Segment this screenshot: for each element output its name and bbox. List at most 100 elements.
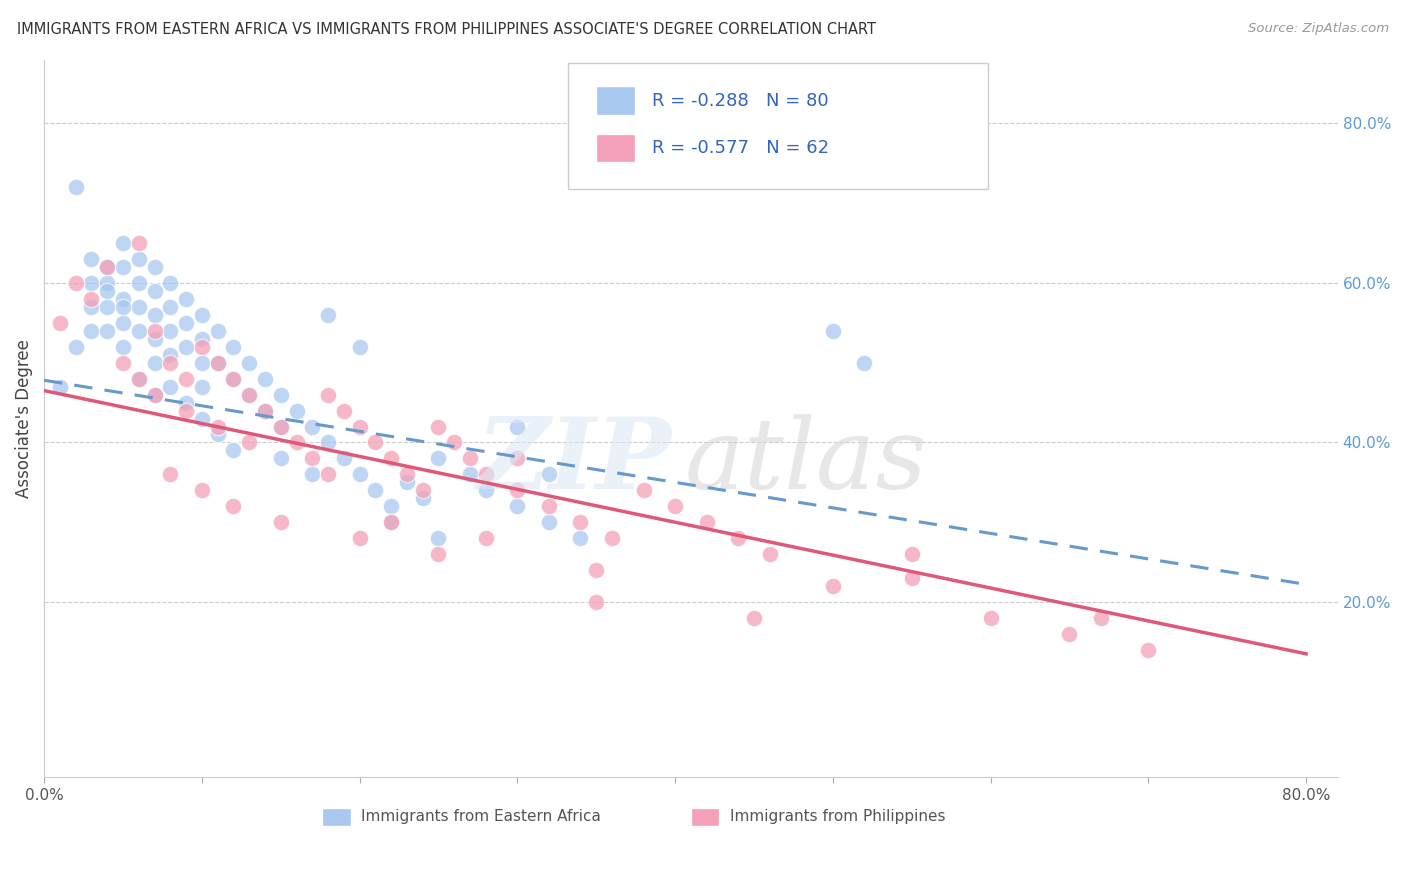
Point — [80, 324, 103, 338]
Point — [585, 595, 607, 609]
Point — [111, 292, 134, 306]
Point — [270, 419, 292, 434]
Point — [96, 284, 118, 298]
Point — [253, 371, 276, 385]
Point — [537, 515, 560, 529]
Text: Immigrants from Eastern Africa: Immigrants from Eastern Africa — [361, 809, 600, 823]
Point — [301, 419, 323, 434]
Point — [174, 292, 197, 306]
Point — [143, 356, 166, 370]
Point — [222, 340, 245, 354]
Point — [128, 371, 150, 385]
Point — [316, 435, 339, 450]
Point — [159, 356, 181, 370]
Point — [111, 316, 134, 330]
Point — [664, 500, 686, 514]
Point — [207, 356, 229, 370]
Point — [475, 531, 498, 545]
Point — [143, 260, 166, 274]
Point — [349, 419, 371, 434]
Point — [1137, 643, 1160, 657]
Point — [475, 467, 498, 482]
Point — [633, 483, 655, 498]
Point — [412, 491, 434, 506]
Point — [191, 483, 214, 498]
Point — [349, 340, 371, 354]
Point — [65, 340, 87, 354]
Text: R = -0.288   N = 80: R = -0.288 N = 80 — [652, 92, 828, 110]
Point — [853, 356, 876, 370]
Point — [900, 571, 922, 585]
Point — [270, 387, 292, 401]
Point — [111, 235, 134, 250]
Point — [159, 348, 181, 362]
Point — [174, 340, 197, 354]
Point — [207, 427, 229, 442]
Text: Source: ZipAtlas.com: Source: ZipAtlas.com — [1249, 22, 1389, 36]
Point — [569, 515, 592, 529]
Point — [128, 252, 150, 266]
Point — [458, 451, 481, 466]
Point — [270, 451, 292, 466]
Point — [253, 403, 276, 417]
Point — [191, 379, 214, 393]
Point — [143, 284, 166, 298]
Point — [96, 324, 118, 338]
Point — [111, 260, 134, 274]
Point — [96, 300, 118, 314]
Point — [174, 371, 197, 385]
Point — [174, 316, 197, 330]
Point — [49, 379, 72, 393]
Point — [80, 292, 103, 306]
Point — [143, 387, 166, 401]
Point — [333, 451, 356, 466]
Point — [96, 260, 118, 274]
Point — [380, 515, 402, 529]
Point — [506, 419, 529, 434]
Point — [49, 316, 72, 330]
Point — [443, 435, 465, 450]
Point — [128, 235, 150, 250]
Point — [427, 531, 450, 545]
Point — [727, 531, 749, 545]
Point — [111, 340, 134, 354]
Point — [900, 547, 922, 561]
Y-axis label: Associate's Degree: Associate's Degree — [15, 339, 32, 498]
Point — [65, 180, 87, 194]
Point — [207, 356, 229, 370]
Point — [191, 308, 214, 322]
Point — [537, 500, 560, 514]
Point — [301, 451, 323, 466]
Point — [191, 356, 214, 370]
Point — [143, 324, 166, 338]
Point — [128, 276, 150, 290]
Point — [238, 435, 260, 450]
Point — [821, 324, 844, 338]
Point — [191, 332, 214, 346]
Point — [364, 435, 387, 450]
FancyBboxPatch shape — [322, 807, 350, 826]
Point — [253, 403, 276, 417]
Point — [458, 467, 481, 482]
Point — [395, 467, 418, 482]
Point — [270, 419, 292, 434]
Point — [412, 483, 434, 498]
Text: Immigrants from Philippines: Immigrants from Philippines — [730, 809, 945, 823]
Point — [270, 515, 292, 529]
Point — [207, 324, 229, 338]
Point — [349, 531, 371, 545]
Text: atlas: atlas — [685, 414, 927, 509]
Point — [191, 411, 214, 425]
Point — [758, 547, 780, 561]
Point — [427, 451, 450, 466]
Point — [207, 419, 229, 434]
Point — [159, 379, 181, 393]
Point — [238, 387, 260, 401]
Point — [128, 371, 150, 385]
Point — [316, 387, 339, 401]
Point — [143, 387, 166, 401]
Point — [96, 276, 118, 290]
Point — [80, 276, 103, 290]
Point — [316, 467, 339, 482]
FancyBboxPatch shape — [596, 87, 636, 115]
